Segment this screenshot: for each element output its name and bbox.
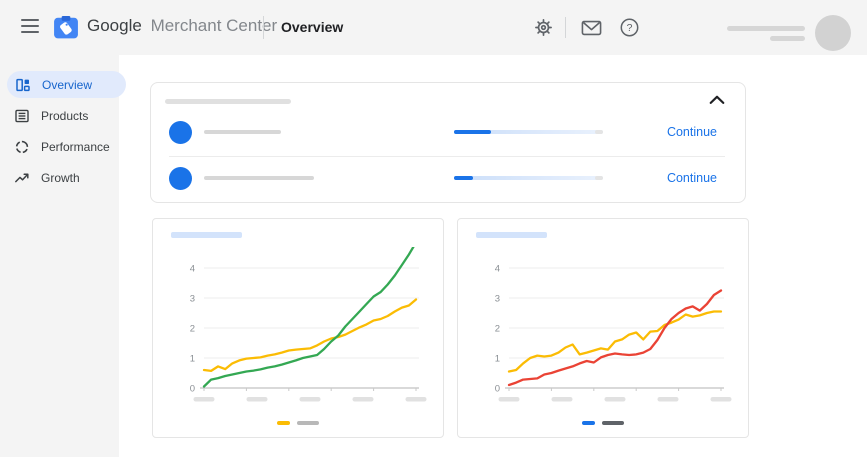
question-mark-glyph: ? — [627, 22, 633, 34]
task-step-badge — [169, 167, 192, 190]
svg-text:3: 3 — [190, 294, 195, 305]
header-divider — [263, 16, 264, 39]
hamburger-menu-icon[interactable] — [21, 19, 39, 33]
chart-legend — [458, 421, 748, 425]
app-header: Google Merchant Center Overview ? — [0, 0, 867, 55]
continue-link[interactable]: Continue — [666, 171, 717, 185]
svg-text:2: 2 — [190, 324, 195, 335]
svg-text:0: 0 — [495, 384, 500, 395]
sidebar-item-label: Products — [41, 108, 89, 123]
continue-link[interactable]: Continue — [666, 125, 717, 139]
sidebar-item-label: Performance — [41, 139, 110, 154]
svg-text:2: 2 — [495, 324, 500, 335]
legend-label-placeholder — [297, 421, 319, 425]
progress-bar — [454, 176, 603, 180]
mail-icon[interactable] — [581, 20, 602, 41]
page-title: Overview — [281, 19, 344, 35]
sidebar-item-growth[interactable]: Growth — [0, 164, 119, 191]
chart-title-skeleton — [476, 232, 547, 238]
sidebar-item-label: Overview — [42, 77, 93, 92]
products-list-icon — [14, 108, 30, 124]
account-name-skeleton — [727, 26, 805, 31]
sidebar-nav: Overview Products Performance Growt — [0, 55, 126, 457]
svg-text:0: 0 — [190, 384, 195, 395]
overview-grid-icon — [15, 77, 31, 93]
sidebar-item-products[interactable]: Products — [0, 102, 119, 129]
legend-label-placeholder — [602, 421, 624, 425]
chart-legend — [153, 421, 443, 425]
task-label-skeleton — [204, 130, 281, 134]
brand-wordmark: Google Merchant Center — [87, 16, 277, 36]
chart-card-right: 0 1 2 3 4 — [457, 218, 749, 438]
sidebar-item-label: Growth — [41, 170, 80, 185]
setup-tasks-card: Continue Continue — [150, 82, 746, 203]
header-icon-divider — [565, 17, 566, 38]
progress-fill — [454, 176, 474, 180]
help-icon[interactable]: ? — [620, 18, 639, 42]
svg-text:1: 1 — [190, 354, 195, 365]
card-title-skeleton — [165, 99, 291, 104]
chevron-up-icon[interactable] — [709, 92, 727, 108]
progress-bar — [454, 130, 603, 134]
svg-text:1: 1 — [495, 354, 500, 365]
brand-product: Merchant Center — [150, 16, 278, 35]
legend-series-swatch — [277, 421, 290, 425]
row-divider — [169, 156, 725, 157]
task-label-skeleton — [204, 176, 314, 180]
sidebar-item-performance[interactable]: Performance — [0, 133, 119, 160]
growth-trend-icon — [14, 170, 30, 186]
merchant-center-logo-icon — [53, 14, 79, 45]
progress-fill — [454, 130, 492, 134]
task-step-badge — [169, 121, 192, 144]
svg-text:4: 4 — [495, 264, 500, 275]
svg-text:3: 3 — [495, 294, 500, 305]
line-chart-red-yellow: 0 1 2 3 4 — [495, 264, 732, 402]
brand-google: Google — [87, 16, 142, 35]
sidebar-item-overview[interactable]: Overview — [7, 71, 126, 98]
avatar[interactable] — [815, 15, 851, 51]
account-email-skeleton — [770, 36, 805, 41]
legend-series-swatch — [582, 421, 595, 425]
chart-title-skeleton — [171, 232, 242, 238]
settings-gear-icon[interactable] — [534, 18, 553, 42]
chart-card-left: 0 1 2 3 4 — [152, 218, 444, 438]
line-chart-green-yellow: 0 1 2 3 4 — [190, 247, 427, 402]
svg-text:4: 4 — [190, 264, 195, 275]
performance-donut-icon — [14, 139, 30, 155]
